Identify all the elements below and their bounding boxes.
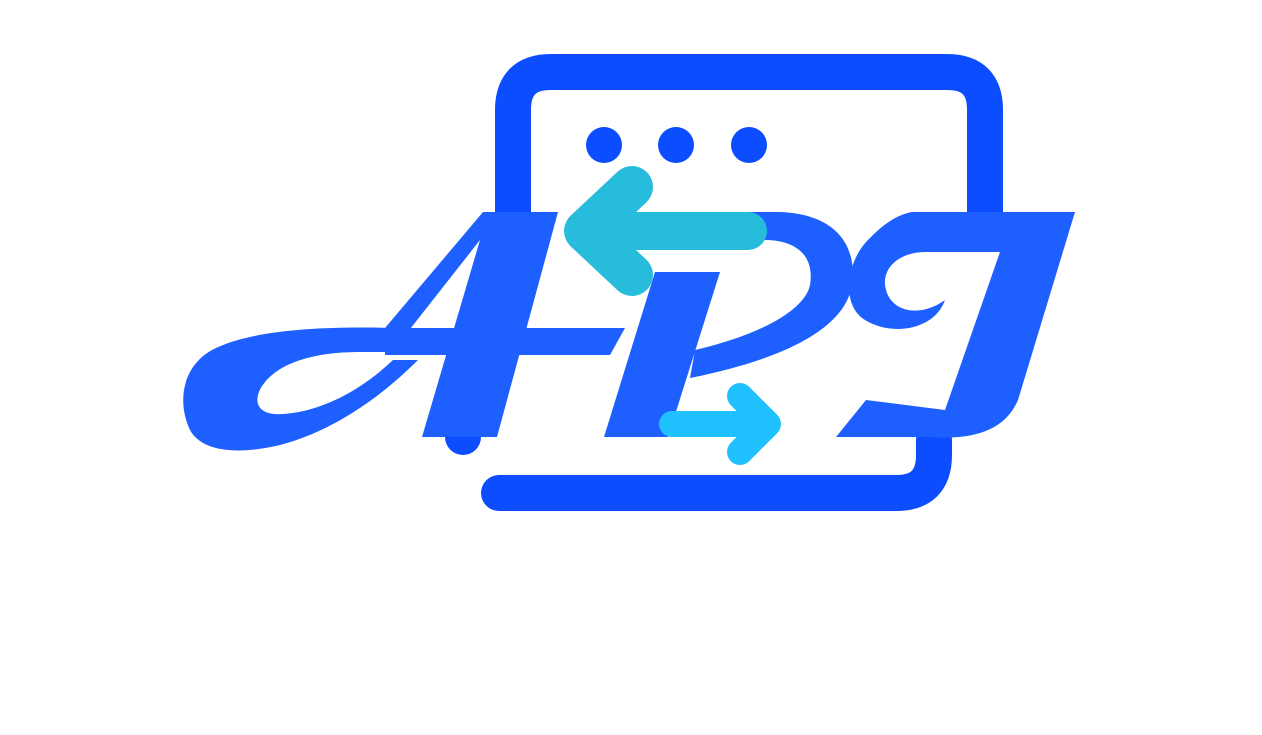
letter-i-hook: [836, 212, 1075, 438]
letter-p-stem: [604, 272, 720, 437]
browser-window-icon: [445, 54, 1003, 511]
window-frame: [495, 54, 1003, 215]
letter-a-crossbar: [385, 328, 625, 355]
letter-a-stem: [385, 212, 558, 437]
arrow-left-icon: [564, 166, 767, 296]
window-dot-2: [658, 127, 694, 163]
window-frame-bottom: [481, 422, 952, 511]
window-dot-1: [586, 127, 622, 163]
letter-p-bowl: [690, 212, 853, 378]
api-lettering: [183, 212, 1075, 451]
window-dot-3: [731, 127, 767, 163]
arrow-right-icon: [659, 383, 781, 465]
letter-a-loop: [183, 327, 418, 451]
